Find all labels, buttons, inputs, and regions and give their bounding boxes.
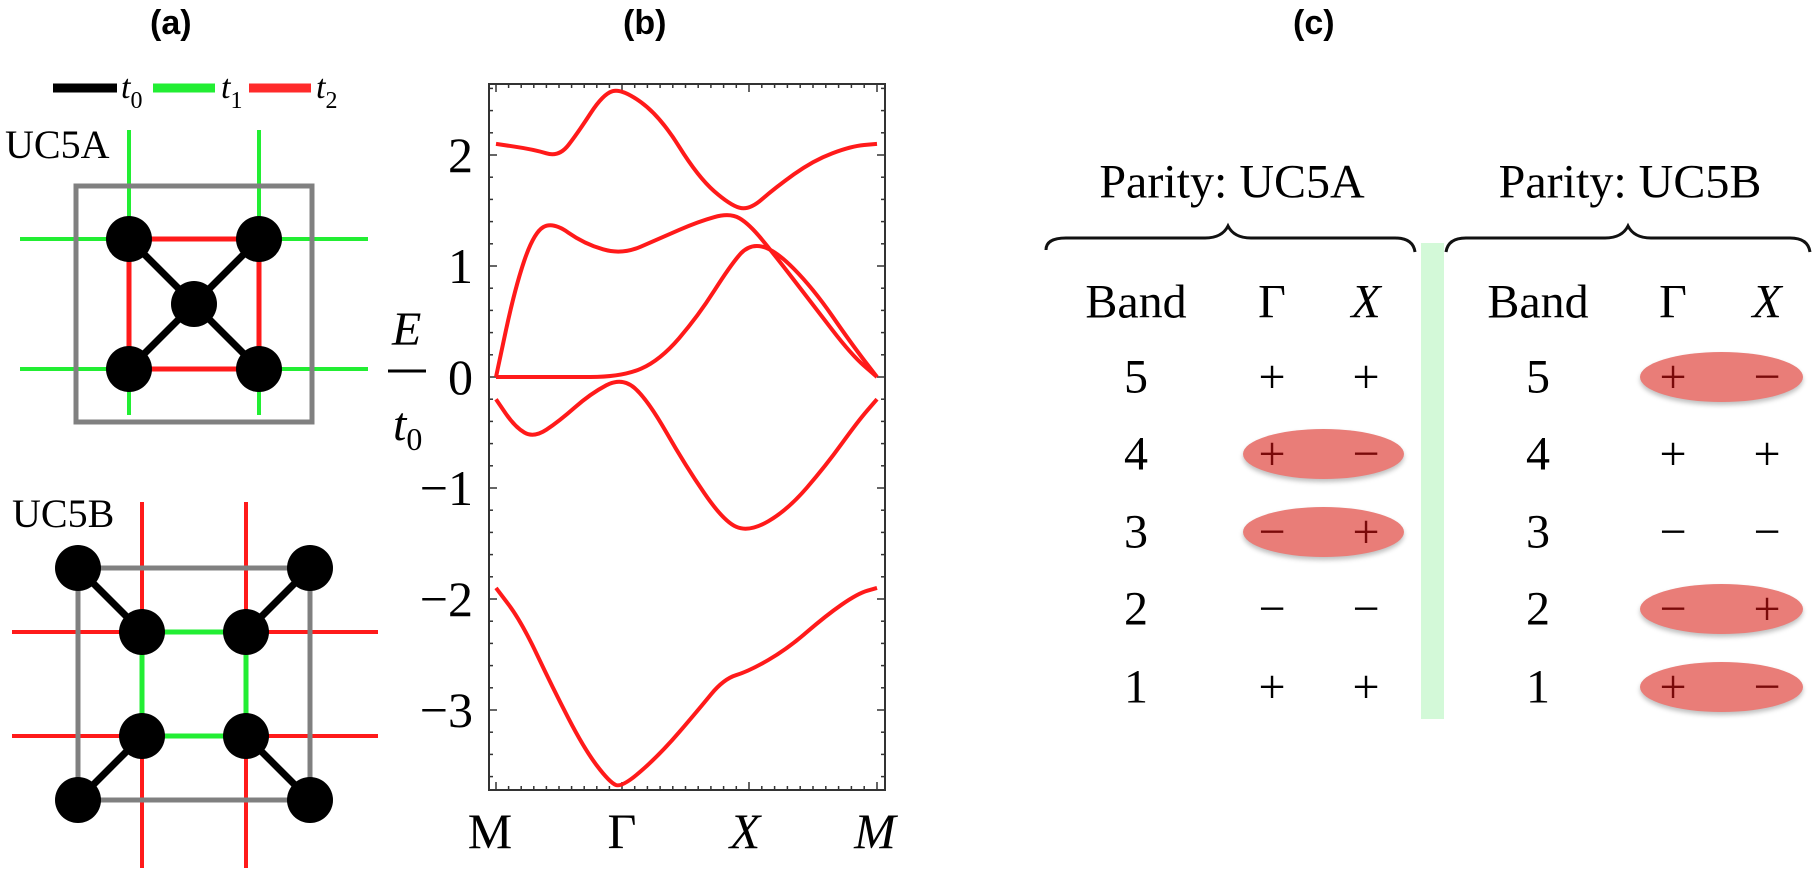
band-number: 5: [1526, 350, 1550, 404]
band-number: 5: [1124, 350, 1148, 404]
parity-x: −: [1352, 582, 1380, 636]
parity-x: +: [1352, 505, 1380, 559]
header-gamma-uc5b: Γ: [1659, 275, 1687, 329]
parity-gamma: −: [1258, 582, 1286, 636]
band-number: 4: [1124, 427, 1148, 481]
band-number: 1: [1526, 660, 1550, 714]
group-title-uc5a: Parity: UC5A: [1099, 155, 1365, 209]
parity-gamma: −: [1659, 582, 1687, 636]
legend-t0: t0: [121, 69, 142, 114]
lattice-diagram: t0 t1 t2 UC5A UC5B: [5, 69, 378, 868]
header-x-uc5b: X: [1752, 275, 1782, 329]
parity-x: +: [1753, 582, 1781, 636]
parity-gamma: +: [1659, 427, 1687, 481]
uc5a-label: UC5A: [5, 122, 110, 167]
parity-gamma: +: [1659, 350, 1687, 404]
parity-highlight: [1243, 429, 1404, 479]
parity-x: −: [1753, 350, 1781, 404]
parity-gamma: −: [1659, 505, 1687, 559]
uc5b-label: UC5B: [12, 491, 114, 536]
uc5a-unit-cell: [20, 130, 368, 425]
band-number: 3: [1526, 505, 1550, 559]
parity-highlight: [1243, 507, 1404, 557]
parity-x: −: [1352, 427, 1380, 481]
table-divider-lower: [1421, 243, 1444, 719]
band-number: 4: [1526, 427, 1550, 481]
parity-x: +: [1753, 427, 1781, 481]
parity-x: −: [1753, 505, 1781, 559]
parity-gamma: −: [1258, 505, 1286, 559]
parity-gamma: +: [1258, 427, 1286, 481]
header-x-uc5a: X: [1351, 275, 1381, 329]
header-gamma-uc5a: Γ: [1258, 275, 1286, 329]
parity-highlight: [1640, 662, 1803, 712]
band-number: 2: [1124, 582, 1148, 636]
group-title-uc5b: Parity: UC5B: [1498, 155, 1762, 209]
hopping-legend: t0 t1 t2: [53, 69, 337, 114]
parity-highlight: [1640, 352, 1803, 402]
band-number: 1: [1124, 660, 1148, 714]
panel-label-b: (b): [623, 4, 667, 42]
header-band-uc5a: Band: [1085, 275, 1187, 329]
uc5b-unit-cell: [12, 502, 378, 868]
parity-x: +: [1352, 660, 1380, 714]
header-band-uc5b: Band: [1487, 275, 1589, 329]
panel-label-c: (c): [1293, 4, 1335, 42]
band-number: 3: [1124, 505, 1148, 559]
parity-gamma: +: [1258, 660, 1286, 714]
parity-highlight: [1640, 584, 1803, 634]
parity-x: −: [1753, 660, 1781, 714]
parity-x: +: [1352, 350, 1380, 404]
parity-gamma: +: [1659, 660, 1687, 714]
legend-t1: t1: [221, 69, 242, 114]
band-number: 2: [1526, 582, 1550, 636]
parity-gamma: +: [1258, 350, 1286, 404]
panel-label-a: (a): [150, 4, 192, 42]
legend-t2: t2: [316, 69, 337, 114]
